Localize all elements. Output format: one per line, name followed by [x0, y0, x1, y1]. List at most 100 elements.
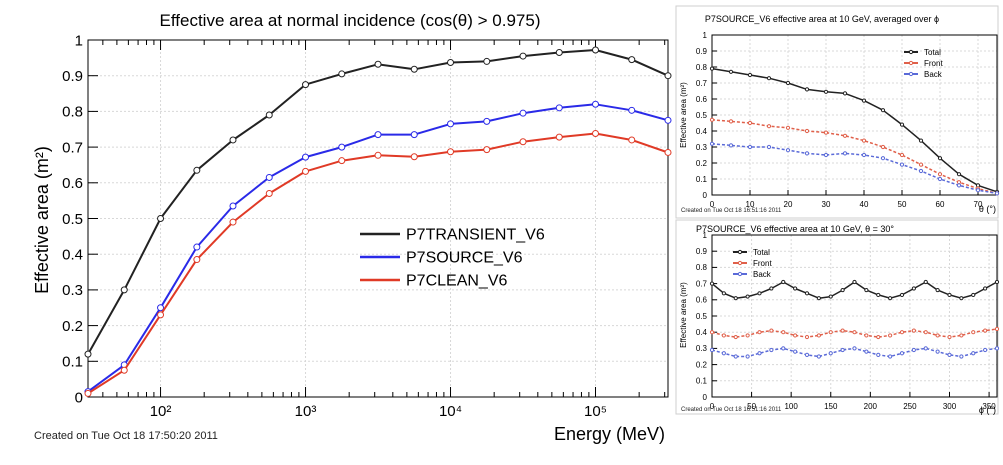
data-point — [338, 157, 346, 165]
data-point — [840, 347, 845, 353]
data-point — [793, 286, 798, 291]
legend-marker — [737, 249, 743, 255]
legend-marker — [908, 49, 914, 55]
panel-frame — [675, 5, 999, 219]
y-tick-label: 0.4 — [696, 328, 708, 337]
legend-label: P7TRANSIENT_V6 — [406, 227, 545, 244]
data-point — [937, 176, 943, 182]
data-point — [804, 87, 810, 92]
data-point — [747, 72, 753, 78]
data-point — [935, 287, 940, 293]
y-tick-label: 0.3 — [696, 344, 708, 353]
data-point — [447, 120, 455, 128]
data-point — [983, 347, 988, 353]
data-point — [302, 81, 310, 89]
y-tick-label: 0.4 — [62, 246, 83, 263]
data-point — [876, 292, 881, 298]
data-point — [555, 48, 563, 56]
series-line — [711, 143, 998, 195]
data-point — [947, 334, 952, 340]
x-axis-label: θ (°) — [979, 204, 996, 214]
chart-panel-3: 0 50 100 150 200 250 300 350 0 0.1 0.2 0.3 0.4 0.5 0.6… — [675, 219, 1000, 415]
data-point — [721, 351, 726, 356]
data-point — [157, 311, 165, 319]
data-point — [804, 151, 810, 156]
x-tick-label: 10³ — [295, 403, 317, 420]
data-point — [861, 98, 867, 103]
data-point — [709, 347, 715, 353]
data-point — [823, 152, 829, 158]
data-point — [994, 326, 1000, 332]
y-axis-label: Effective area (m²) — [32, 146, 52, 294]
x-tick-label: 10 — [746, 200, 755, 209]
y-tick-label: 0.4 — [696, 127, 708, 136]
data-point — [447, 148, 455, 156]
data-point — [709, 66, 715, 71]
data-point — [923, 330, 928, 335]
data-point — [733, 354, 738, 359]
data-point — [785, 148, 791, 153]
data-point — [888, 354, 893, 359]
series-p7transient-v6 — [84, 46, 672, 358]
x-tick-label: 150 — [824, 402, 838, 411]
data-point — [804, 352, 810, 357]
y-tick-label: 0.2 — [62, 318, 83, 335]
data-point — [483, 57, 491, 65]
data-point — [721, 333, 726, 338]
data-point — [766, 144, 772, 150]
series-total — [709, 66, 1000, 194]
data-point — [947, 352, 952, 357]
data-point — [766, 124, 772, 129]
data-point — [935, 349, 940, 354]
data-point — [592, 46, 600, 54]
data-point — [983, 328, 988, 333]
chart-title: Effective area at normal incidence (cos(… — [160, 11, 541, 30]
data-point — [975, 188, 981, 193]
data-point — [840, 287, 845, 293]
y-tick-label: 0.2 — [696, 159, 708, 168]
data-point — [959, 333, 964, 338]
data-point — [709, 330, 715, 335]
y-axis-label: Effective area (m²) — [679, 282, 688, 348]
y-tick-label: 0 — [75, 389, 83, 406]
data-point — [84, 350, 92, 358]
data-point — [937, 156, 943, 161]
x-tick-label: 10² — [150, 403, 172, 420]
data-point — [757, 351, 762, 356]
data-point — [265, 111, 273, 119]
data-point — [592, 100, 600, 108]
data-point — [840, 328, 845, 333]
data-point — [120, 366, 128, 374]
y-tick-label: 0.1 — [696, 175, 708, 184]
data-point — [947, 292, 952, 298]
y-tick-label: 0.9 — [62, 68, 83, 85]
y-tick-label: 0.7 — [62, 139, 83, 156]
data-point — [911, 286, 916, 291]
legend-label: Total — [753, 248, 770, 257]
x-tick-label: 60 — [936, 200, 945, 209]
series-line — [711, 281, 998, 299]
chart-title: P7SOURCE_V6 effective area at 10 GeV, av… — [705, 14, 939, 24]
data-point — [852, 346, 857, 351]
y-tick-label: 0.8 — [62, 104, 83, 121]
legend-marker — [737, 271, 743, 277]
data-point — [84, 389, 92, 397]
data-point — [816, 354, 821, 359]
data-point — [410, 153, 418, 161]
data-point — [519, 52, 527, 60]
data-point — [757, 291, 762, 296]
data-point — [852, 330, 857, 335]
series-p7source-v6 — [84, 100, 672, 396]
data-point — [781, 279, 786, 285]
x-axis-label: Energy (MeV) — [554, 424, 665, 444]
x-tick-label: 300 — [943, 402, 957, 411]
data-point — [880, 108, 886, 113]
x-tick-label: 200 — [864, 402, 878, 411]
y-tick-label: 0 — [703, 191, 708, 200]
data-point — [923, 346, 928, 351]
x-axis-label: ϕ (°) — [979, 405, 996, 415]
data-point — [721, 291, 726, 296]
x-tick-label: 50 — [898, 200, 907, 209]
